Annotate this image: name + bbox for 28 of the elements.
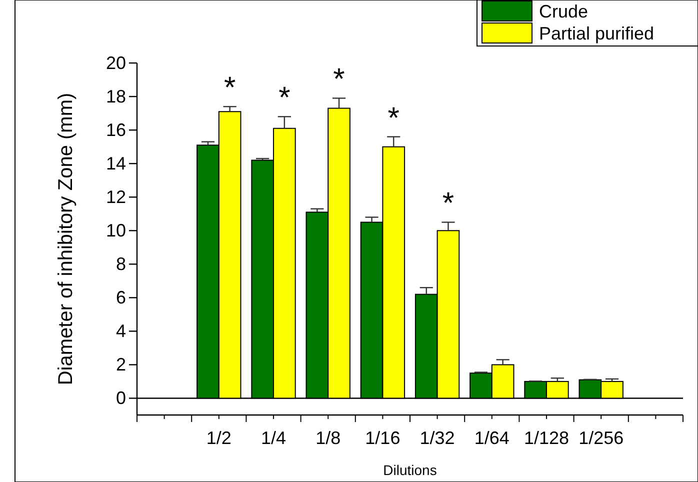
- annotation: *: [442, 187, 454, 220]
- x-tick-label: 1/2: [206, 428, 232, 448]
- x-axis-title: Dilutions: [383, 462, 437, 478]
- annotation: *: [278, 82, 291, 115]
- y-tick-label: 8: [116, 254, 126, 274]
- y-tick-label: 20: [106, 52, 126, 73]
- x-tick-label: 1/16: [365, 428, 400, 448]
- y-tick-label: 18: [106, 86, 126, 106]
- y-axis-title: Diameter of inhibitory Zone (mm): [55, 92, 77, 386]
- x-tick-label: 1/256: [578, 428, 624, 448]
- y-tick-label: 12: [106, 186, 126, 207]
- y-tick-label: 10: [106, 220, 126, 240]
- y-tick-label: 2: [116, 354, 126, 374]
- legend-label: Crude: [539, 1, 588, 22]
- y-tick-label: 6: [116, 287, 126, 308]
- legend-label: Partial purified: [539, 23, 654, 44]
- y-tick-label: 0: [116, 388, 126, 408]
- y-tick-label: 14: [106, 153, 126, 174]
- x-tick-label: 1/4: [260, 428, 286, 448]
- x-tick-label: 1/128: [524, 428, 570, 448]
- y-tick-label: 4: [116, 320, 126, 341]
- y-tick-label: 16: [106, 120, 126, 140]
- x-tick-label: 1/8: [316, 428, 341, 448]
- annotation: *: [388, 102, 400, 135]
- annotation: *: [333, 63, 346, 96]
- x-tick-label: 1/32: [420, 428, 455, 448]
- annotation: *: [224, 72, 236, 105]
- x-tick-label: 1/64: [474, 428, 510, 448]
